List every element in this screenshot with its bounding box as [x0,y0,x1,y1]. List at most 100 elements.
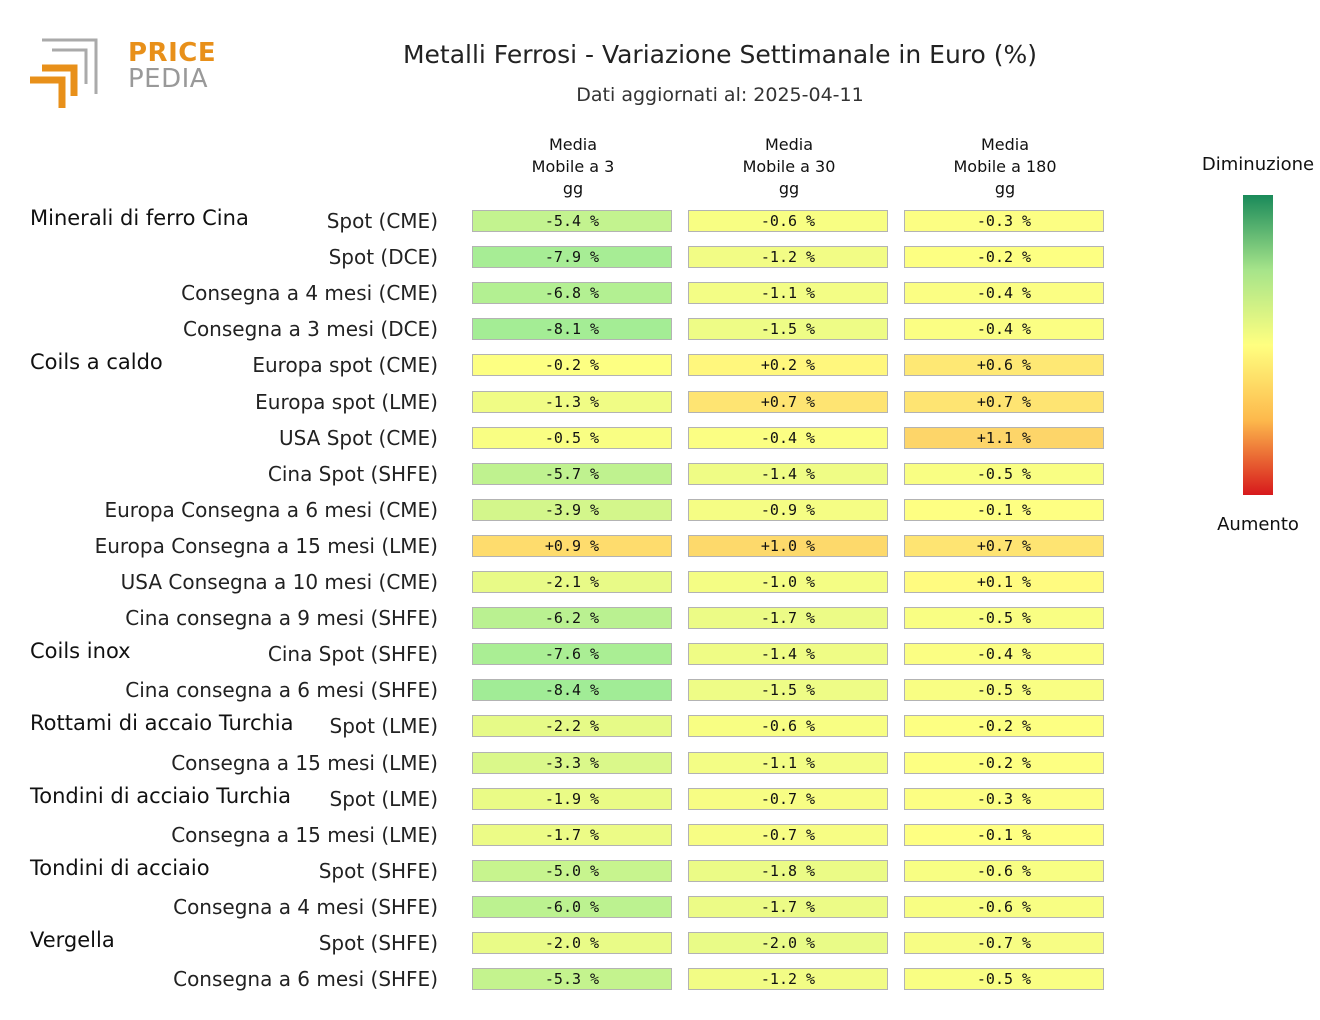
row-label: Consegna a 15 mesi (LME) [171,822,438,847]
heatmap-cell: -2.0 % [472,932,672,954]
column-header-line: Mobile a 3 [531,157,615,176]
heatmap-cell: -0.9 % [688,498,888,521]
logo-text-price: PRICE [128,38,217,68]
heatmap-cell: -2.2 % [472,715,672,738]
heatmap-cell: +0.7 % [904,534,1104,557]
column-header-line: gg [994,179,1016,198]
column-header-line: Media [980,135,1030,154]
heatmap-cell: -3.3 % [472,751,672,774]
row-label: Europa Consegna a 6 mesi (CME) [104,497,438,522]
heatmap-cell: -0.3 % [904,787,1104,810]
heatmap-cell: -0.2 % [904,715,1104,738]
heatmap-cell: -7.6 % [472,643,672,666]
group-label: Coils a caldo [30,350,163,375]
group-label: Vergella [30,928,115,952]
heatmap-cell: -6.2 % [472,607,672,630]
row-label: Cina consegna a 9 mesi (SHFE) [125,606,438,631]
heatmap-cell: -6.0 % [472,895,672,918]
row-label: Consegna a 4 mesi (SHFE) [173,894,438,919]
heatmap-cell: -1.8 % [688,859,888,882]
pricepedia-logo: PRICE PEDIA [28,36,216,110]
heatmap-cell: -1.7 % [688,895,888,918]
heatmap-cell: +0.2 % [688,354,888,377]
heatmap-cell: -1.1 % [688,751,888,774]
row-label: Spot (SHFE) [318,858,438,883]
group-label: Coils inox [30,639,131,664]
heatmap-cell: +1.1 % [904,426,1104,449]
heatmap-cell: -5.0 % [472,859,672,882]
heatmap-cell: -0.4 % [904,282,1104,305]
heatmap-cell: +0.1 % [904,571,1104,593]
heatmap-cell: +0.6 % [904,354,1104,377]
heatmap-cell: -0.2 % [904,246,1104,269]
heatmap-cell: -7.9 % [472,246,672,269]
row-label: Europa Consegna a 15 mesi (LME) [94,533,438,558]
column-header-line: Media [764,135,814,154]
row-label: Cina Spot (SHFE) [267,461,438,486]
heatmap-cell: -0.5 % [472,426,672,449]
heatmap-cell: -1.4 % [688,643,888,666]
column-header-30gg: Media Mobile a 30 gg [688,134,890,200]
heatmap-cell: -0.4 % [904,318,1104,341]
heatmap-cell: -0.7 % [688,787,888,810]
heatmap-cell: -0.5 % [904,968,1104,991]
heatmap-cell: -0.2 % [904,751,1104,774]
heatmap-cell: -0.7 % [904,932,1104,954]
heatmap-cell: -1.5 % [688,679,888,702]
heatmap-cell: -6.8 % [472,282,672,305]
heatmap-cell: -1.4 % [688,462,888,485]
row-label: Consegna a 3 mesi (DCE) [182,317,438,342]
heatmap-cell: -0.1 % [904,823,1104,846]
heatmap-cell: -1.3 % [472,390,672,413]
heatmap-cell: -1.2 % [688,246,888,269]
chart-subtitle: Dati aggiornati al: 2025-04-11 [576,84,864,106]
legend-label-bottom: Aumento [1217,514,1299,535]
row-label: Europa spot (CME) [252,353,438,378]
row-label: Europa spot (LME) [255,389,438,414]
row-label: Spot (DCE) [328,245,438,270]
legend-colorbar [1243,195,1273,495]
heatmap-cell: -0.6 % [904,859,1104,882]
legend-gradient [1243,195,1273,495]
heatmap-cell: -8.4 % [472,679,672,702]
column-header-line: gg [562,179,584,198]
row-label: Consegna a 4 mesi (CME) [181,281,438,306]
group-label: Minerali di ferro Cina [30,206,249,230]
heatmap-cell: -1.5 % [688,318,888,341]
column-header-line: Media [548,135,598,154]
heatmap-cell: -1.1 % [688,282,888,305]
column-header-line: gg [778,179,800,198]
heatmap-cell: -0.4 % [688,426,888,449]
heatmap-cell: -0.6 % [688,715,888,738]
logo-text-pedia: PEDIA [128,64,209,94]
heatmap-cell: -0.6 % [904,895,1104,918]
heatmap-cell: -0.2 % [472,354,672,377]
heatmap-cell: +0.7 % [904,390,1104,413]
row-label: Spot (SHFE) [318,931,438,955]
chart-title: Metalli Ferrosi - Variazione Settimanale… [402,40,1038,69]
row-label: Consegna a 6 mesi (SHFE) [173,967,438,992]
row-label: Spot (LME) [329,714,438,739]
heatmap-cell: -5.7 % [472,462,672,485]
heatmap-cell: -0.4 % [904,643,1104,666]
heatmap-cell: -0.1 % [904,498,1104,521]
heatmap-cell: -0.7 % [688,823,888,846]
logo-mark-icon [30,38,98,108]
heatmap-cell: -2.0 % [688,932,888,954]
row-label: Spot (LME) [329,786,438,811]
column-header-3gg: Media Mobile a 3 gg [472,134,674,200]
heatmap-cell: -1.9 % [472,787,672,810]
heatmap-cell: -1.7 % [472,823,672,846]
row-label: Consegna a 15 mesi (LME) [171,750,438,775]
heatmap-cell: +0.7 % [688,390,888,413]
heatmap-cell: -1.7 % [688,607,888,630]
heatmap-cell: +1.0 % [688,534,888,557]
heatmap-cell: -5.3 % [472,968,672,991]
heatmap-cell: -0.3 % [904,210,1104,232]
legend-label-top: Diminuzione [1201,154,1315,175]
heatmap-cell: -1.2 % [688,968,888,991]
row-label: USA Spot (CME) [278,425,438,450]
heatmap-cell: -3.9 % [472,498,672,521]
row-label: Spot (CME) [326,209,438,233]
heatmap-cell: -1.0 % [688,571,888,593]
